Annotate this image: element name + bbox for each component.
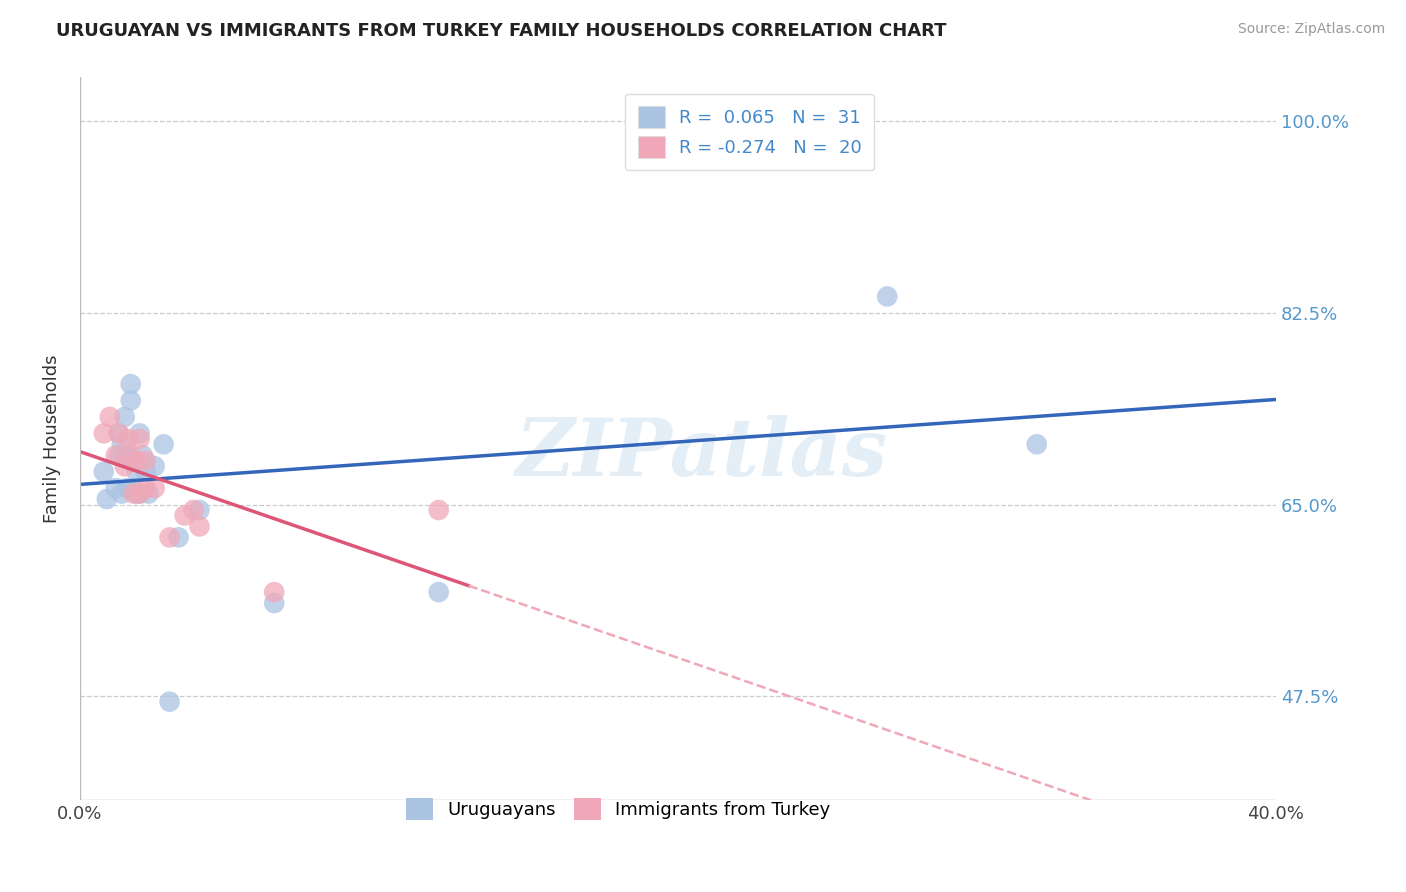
Point [128,486,150,500]
Point [128,486,150,500]
Point [263,596,285,610]
Point [117,432,139,446]
Text: Source: ZipAtlas.com: Source: ZipAtlas.com [1237,22,1385,37]
Point [120,377,142,392]
Point [122,454,145,468]
Point [122,481,145,495]
Point [152,437,174,451]
Point [128,426,150,441]
Point [114,409,136,424]
Point [159,695,181,709]
Text: URUGUAYAN VS IMMIGRANTS FROM TURKEY FAMILY HOUSEHOLDS CORRELATION CHART: URUGUAYAN VS IMMIGRANTS FROM TURKEY FAMI… [56,22,946,40]
Point [173,508,195,523]
Point [104,448,127,462]
Point [135,454,157,468]
Point [93,465,115,479]
Point [183,503,205,517]
Point [114,448,136,462]
Point [107,426,129,441]
Point [111,486,134,500]
Point [125,486,148,500]
Point [188,503,211,517]
Point [427,585,450,599]
Point [167,530,190,544]
Point [188,519,211,533]
Point [876,289,898,303]
Point [138,486,160,500]
Point [93,426,115,441]
Point [125,454,148,468]
Point [143,459,166,474]
Point [120,393,142,408]
Point [96,491,118,506]
Point [107,426,129,441]
Point [1025,437,1047,451]
Point [122,486,145,500]
Point [135,481,157,495]
Point [128,432,150,446]
Point [98,409,121,424]
Point [263,585,285,599]
Point [107,448,129,462]
Point [135,465,157,479]
Point [114,459,136,474]
Point [117,481,139,495]
Point [117,448,139,462]
Point [104,481,127,495]
Legend: Uruguayans, Immigrants from Turkey: Uruguayans, Immigrants from Turkey [391,784,845,835]
Point [111,437,134,451]
Y-axis label: Family Households: Family Households [44,355,60,523]
Point [427,503,450,517]
Point [120,448,142,462]
Point [143,481,166,495]
Text: ZIPatlas: ZIPatlas [516,415,889,492]
Point [125,465,148,479]
Point [131,448,153,462]
Point [159,530,181,544]
